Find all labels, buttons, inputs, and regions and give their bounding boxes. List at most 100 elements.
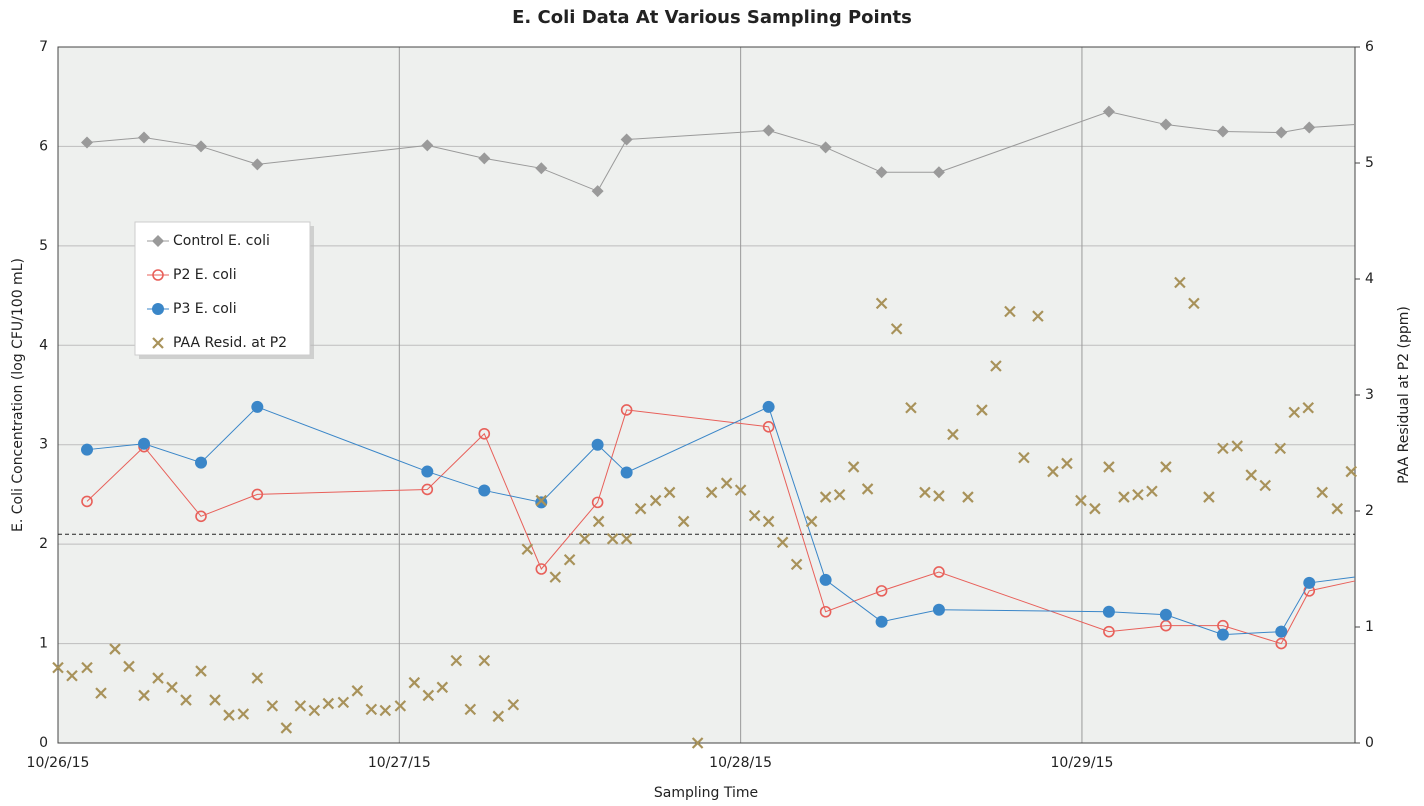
x-marker bbox=[691, 737, 704, 749]
open-circle-marker bbox=[875, 585, 888, 597]
x-marker bbox=[776, 536, 789, 549]
x-marker bbox=[1274, 442, 1287, 455]
y2-axis-label: PAA Residual at P2 (ppm) bbox=[1396, 306, 1412, 484]
diamond-marker bbox=[1102, 105, 1115, 118]
x-marker bbox=[365, 703, 378, 716]
x-marker bbox=[1345, 465, 1358, 478]
x-marker bbox=[195, 665, 207, 677]
x-marker bbox=[819, 491, 832, 503]
x-marker bbox=[1259, 479, 1272, 492]
y2-tick-label: 6 bbox=[1365, 39, 1374, 55]
y-tick-label: 5 bbox=[39, 238, 48, 254]
x-marker bbox=[507, 698, 520, 711]
open-circle-marker bbox=[421, 483, 434, 496]
x-tick-label: 10/28/15 bbox=[709, 755, 772, 771]
y-tick-label: 6 bbox=[39, 138, 48, 154]
x-marker bbox=[1146, 485, 1158, 498]
x-marker bbox=[280, 722, 293, 734]
legend-label: P3 E. coli bbox=[173, 301, 237, 317]
x-marker bbox=[492, 710, 505, 723]
x-marker bbox=[478, 654, 491, 667]
x-marker bbox=[620, 533, 633, 545]
diamond-marker bbox=[421, 139, 434, 152]
x-marker bbox=[138, 689, 150, 702]
circle-marker bbox=[138, 437, 151, 450]
x-marker bbox=[337, 696, 350, 709]
x-marker bbox=[933, 490, 945, 502]
x-marker bbox=[833, 488, 846, 501]
x-marker bbox=[1217, 442, 1229, 455]
legend-label: PAA Resid. at P2 bbox=[173, 335, 287, 351]
y2-tick-label: 0 bbox=[1365, 735, 1374, 751]
legend-marker bbox=[152, 235, 164, 247]
diamond-marker bbox=[620, 133, 633, 146]
x-marker bbox=[322, 697, 335, 710]
x-marker bbox=[1174, 276, 1186, 289]
series-markers bbox=[81, 400, 1316, 641]
diamond-marker bbox=[762, 124, 775, 137]
legend-marker bbox=[152, 269, 164, 281]
y2-tick-label: 5 bbox=[1365, 155, 1374, 171]
x-marker bbox=[1188, 297, 1200, 310]
diamond-marker bbox=[591, 185, 604, 198]
legend-label: Control E. coli bbox=[173, 233, 270, 249]
x-marker bbox=[1160, 461, 1172, 473]
x-marker bbox=[251, 672, 264, 684]
diamond-marker bbox=[1216, 125, 1229, 138]
x-marker bbox=[847, 461, 860, 473]
y-axis-label: E. Coli Concentration (log CFU/100 mL) bbox=[10, 258, 26, 532]
x-marker bbox=[649, 494, 662, 507]
y2-tick-label: 4 bbox=[1365, 271, 1374, 287]
x-marker bbox=[890, 323, 903, 335]
x-marker bbox=[1004, 305, 1016, 318]
x-marker bbox=[634, 502, 647, 515]
y-tick-label: 4 bbox=[39, 337, 48, 353]
x-marker bbox=[549, 571, 562, 583]
x-marker bbox=[81, 661, 93, 674]
x-marker bbox=[436, 681, 449, 694]
series-markers bbox=[52, 276, 1358, 749]
x-tick-label: 10/29/15 bbox=[1051, 755, 1114, 771]
open-circle-marker bbox=[251, 488, 264, 501]
chart-title: E. Coli Data At Various Sampling Points bbox=[512, 7, 912, 28]
circle-marker bbox=[251, 400, 264, 413]
x-marker bbox=[1061, 457, 1073, 470]
x-marker bbox=[990, 360, 1002, 372]
x-marker bbox=[1231, 440, 1244, 452]
diamond-marker bbox=[819, 141, 832, 154]
x-marker bbox=[152, 672, 164, 684]
x-marker bbox=[66, 669, 78, 682]
circle-marker bbox=[478, 484, 491, 497]
legend-label: P2 E. coli bbox=[173, 267, 237, 283]
x-marker bbox=[1302, 401, 1315, 414]
legend-marker bbox=[152, 337, 164, 349]
x-marker bbox=[563, 553, 576, 566]
diamond-marker bbox=[875, 166, 888, 179]
x-marker bbox=[52, 661, 64, 674]
open-circle-marker bbox=[620, 404, 633, 416]
diamond-marker bbox=[1275, 126, 1288, 139]
x-marker bbox=[1089, 502, 1101, 515]
x-marker bbox=[762, 515, 775, 528]
series-line bbox=[86, 409, 1356, 645]
open-circle-marker bbox=[195, 510, 207, 523]
x-marker bbox=[1132, 488, 1144, 501]
diamond-marker bbox=[138, 131, 151, 144]
x-marker bbox=[294, 700, 307, 712]
x-marker bbox=[790, 558, 803, 571]
x-marker bbox=[578, 533, 591, 545]
circle-marker bbox=[195, 456, 208, 469]
circle-marker bbox=[1216, 628, 1229, 641]
x-marker bbox=[109, 643, 121, 655]
circle-marker bbox=[762, 400, 775, 413]
circle-marker bbox=[875, 615, 888, 628]
diamond-marker bbox=[1159, 118, 1172, 131]
open-circle-marker bbox=[81, 495, 93, 508]
y2-tick-label: 1 bbox=[1365, 619, 1374, 635]
x-marker bbox=[1245, 469, 1258, 481]
x-marker bbox=[180, 694, 192, 706]
y-tick-label: 2 bbox=[39, 536, 48, 552]
series-markers bbox=[81, 105, 1316, 198]
open-circle-marker bbox=[762, 421, 775, 433]
x-marker bbox=[748, 509, 761, 522]
